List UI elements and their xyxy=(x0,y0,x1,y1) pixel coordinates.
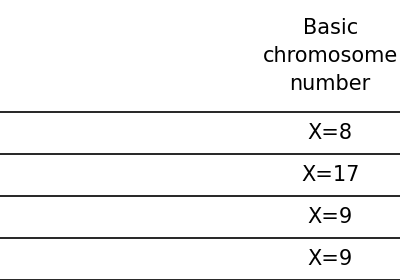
Text: Basic
chromosome
number: Basic chromosome number xyxy=(262,18,398,94)
Text: X=9: X=9 xyxy=(308,249,353,269)
Text: X=9: X=9 xyxy=(308,207,353,227)
Text: X=17: X=17 xyxy=(301,165,359,185)
Text: X=8: X=8 xyxy=(308,123,353,143)
